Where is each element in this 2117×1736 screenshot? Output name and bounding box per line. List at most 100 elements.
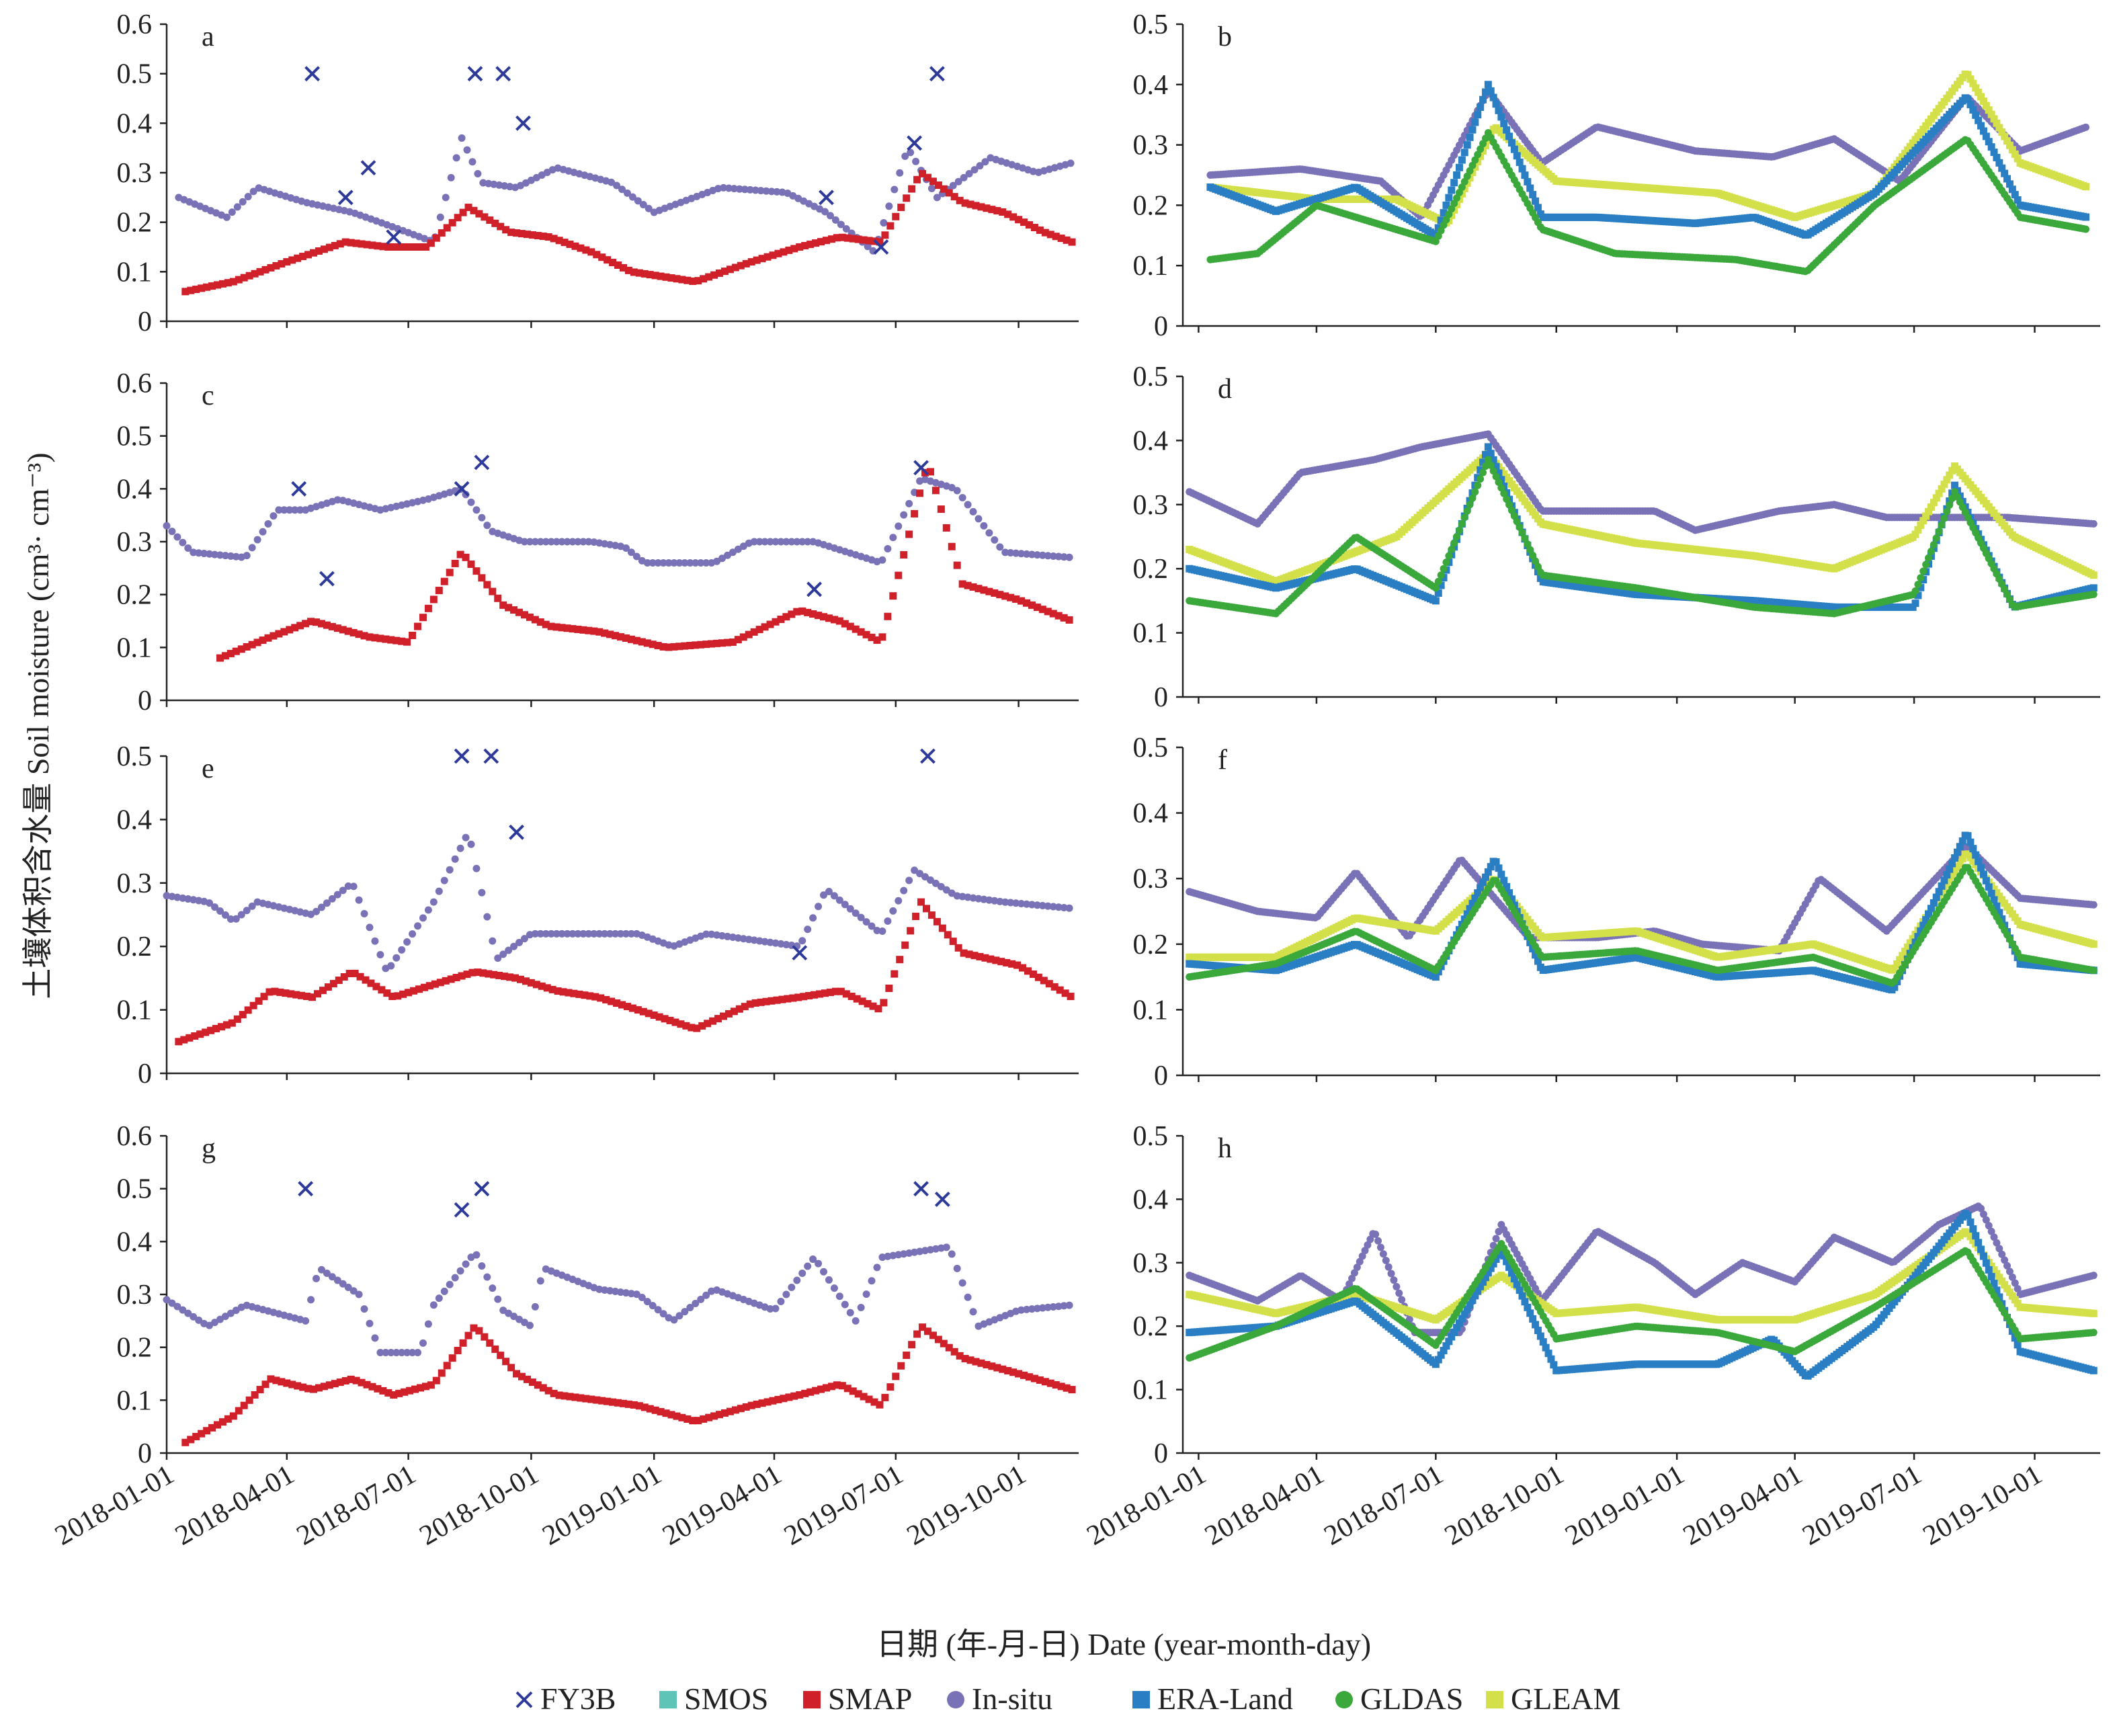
data-point [275,630,283,638]
data-point [538,982,546,990]
data-point [249,188,257,196]
data-point [1948,872,1956,880]
data-point [693,1024,701,1032]
data-point [447,975,455,983]
data-point [561,239,569,247]
data-point [747,258,755,266]
data-point [333,496,341,504]
data-point [563,624,571,632]
data-point [1458,156,1466,164]
data-point [259,636,267,645]
data-point [462,553,470,561]
data-point [190,548,198,556]
data-point [622,634,630,642]
data-point [623,1003,631,1011]
data-point [585,929,593,938]
data-point [505,946,513,954]
data-point [632,636,640,645]
data-point [1510,145,1518,153]
data-point [264,634,272,642]
data-point [1471,894,1479,902]
y-tick-label: 0.2 [1133,929,1169,960]
data-point [558,929,566,938]
data-point [623,189,631,197]
data-point [195,549,203,557]
data-point [475,210,483,218]
data-point [874,1005,882,1013]
data-point [515,115,531,131]
data-point [1018,900,1026,908]
data-point [259,528,267,536]
data-point [506,973,514,981]
y-tick-label: 0.1 [117,632,153,663]
data-point [896,956,904,964]
data-point [965,169,973,177]
data-point [1484,81,1492,89]
data-point [1972,851,1980,859]
series-fy3b [454,748,936,961]
data-point [1946,865,1954,873]
data-point [291,506,299,514]
data-point [933,917,941,925]
data-point [443,224,451,232]
data-point [472,567,481,575]
data-point [323,621,331,629]
data-point [804,538,812,546]
data-point [609,259,617,267]
data-point [880,219,888,227]
data-point [1487,863,1495,871]
data-point [374,242,382,250]
data-point [1460,513,1468,522]
data-point [953,487,961,495]
data-point [200,550,208,558]
data-point [838,233,846,241]
data-point [825,887,833,895]
data-point [542,620,550,628]
y-tick-label: 0 [138,686,152,716]
data-point [401,243,409,251]
data-point [1940,481,1948,489]
data-point [483,748,499,764]
data-point [1935,528,1943,536]
data-point [1948,466,1956,474]
data-point [409,930,417,938]
data-point [1033,551,1041,559]
data-point [1938,882,1946,890]
data-point [905,876,913,884]
data-point [1927,905,1935,913]
data-point [878,633,886,641]
data-point [751,186,759,194]
data-point [248,902,256,910]
data-point [168,528,176,536]
data-point [192,286,200,294]
data-point [643,559,651,567]
data-point [1020,218,1028,226]
data-point [766,538,774,546]
data-point [681,559,689,567]
data-point [2089,520,2098,528]
data-point [1518,165,1526,173]
data-point [1479,95,1487,104]
data-point [903,194,911,202]
data-point [1940,514,1948,522]
data-point [1909,603,1917,611]
data-point [405,989,413,997]
data-point [593,251,601,259]
data-point [1507,895,1516,903]
data-point [745,630,753,638]
data-point [490,970,498,979]
panel-label: b [1218,22,1232,52]
data-point [697,640,705,649]
data-point [628,1004,636,1012]
data-point [328,895,336,903]
data-point [319,987,327,995]
data-point [368,241,376,249]
data-point [233,1015,241,1023]
data-point [804,925,812,934]
data-point [1495,106,1503,114]
data-point [852,625,860,633]
data-point [2005,141,2014,149]
data-point [670,559,678,567]
data-point [643,639,651,647]
data-point [1434,589,1442,597]
